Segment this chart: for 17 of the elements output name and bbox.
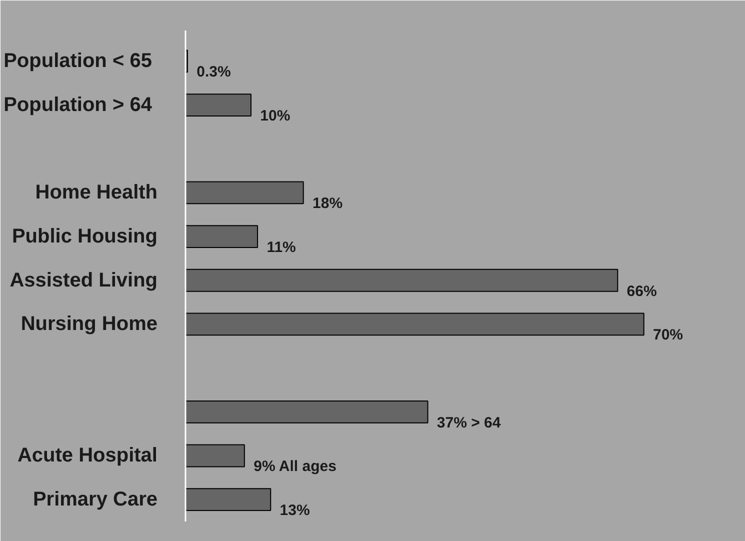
y-tick-label: Population > 64 (4, 94, 153, 116)
y-tick-label: Nursing Home (20, 313, 158, 336)
y-tick-label: Home Health (35, 182, 158, 204)
data-label: 13% (280, 502, 310, 520)
y-tick-label: Assisted Living (10, 269, 158, 292)
y-tick-label: Primary Care (32, 488, 158, 511)
data-label: 37% > 64 (436, 414, 502, 432)
y-tick-label: Public Housing (12, 226, 158, 248)
data-label: 66% (626, 282, 657, 300)
data-label: 0.3% (196, 64, 231, 81)
data-label: 18% (312, 195, 343, 212)
data-label: 11% (266, 239, 296, 256)
data-label: 10% (260, 107, 290, 124)
data-label: 9% All ages (254, 458, 336, 476)
y-tick-label: Population < 65 (4, 50, 152, 72)
y-tick-label: Acute Hospital (17, 444, 158, 467)
data-label: 70% (653, 326, 684, 344)
